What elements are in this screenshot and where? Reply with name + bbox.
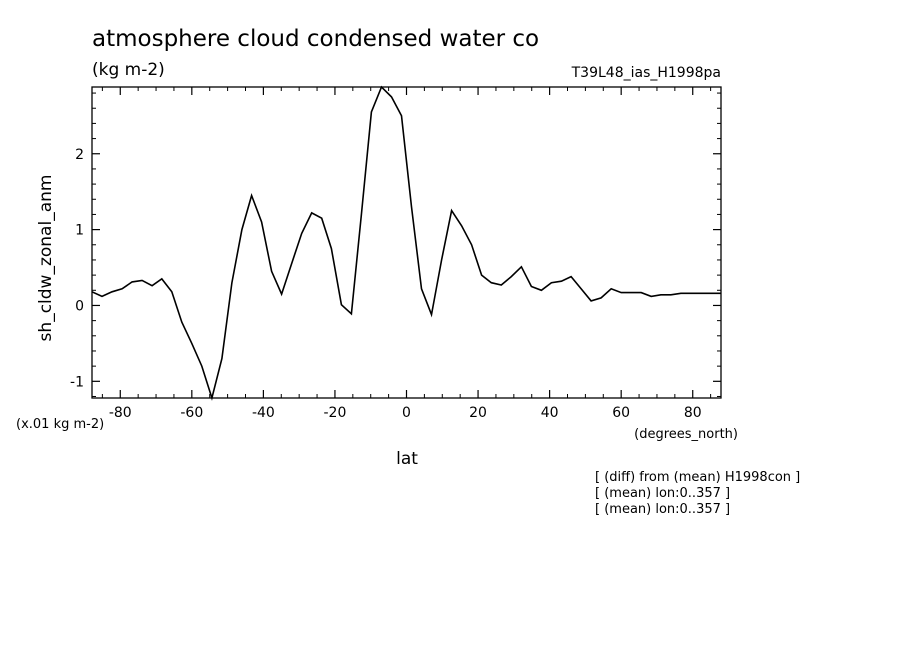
x-tick-labels: -80 -60 -40 -20 0 20 40 60 80	[109, 405, 702, 421]
x-tick-label: 0	[402, 405, 411, 421]
x-tick-label: -60	[180, 405, 203, 421]
axis-ticks	[92, 87, 721, 398]
plot-frame	[91, 86, 722, 399]
annotation-mean-lon-1: [ (mean) lon:0..357 ]	[595, 486, 730, 501]
annotation-diff: [ (diff) from (mean) H1998con ]	[595, 470, 800, 485]
x-tick-label: -20	[324, 405, 347, 421]
x-tick-label: 80	[684, 405, 702, 421]
y-tick-label: -1	[70, 374, 84, 390]
chart-title: atmosphere cloud condensed water co	[92, 26, 539, 52]
x-tick-label: 20	[469, 405, 487, 421]
y-tick-label: 2	[75, 147, 84, 163]
series-line	[91, 85, 721, 401]
chart-units: (kg m-2)	[92, 60, 165, 80]
y-tick-labels: -1 0 1 2	[70, 147, 84, 391]
x-tick-label: 40	[541, 405, 559, 421]
x-units-label: (degrees_north)	[634, 427, 738, 442]
x-axis-label: lat	[396, 449, 418, 469]
x-tick-label: -80	[109, 405, 132, 421]
y-axis-label: sh_cldw_zonal_anm	[36, 175, 56, 342]
run-id-label: T39L48_ias_H1998pa	[571, 65, 721, 81]
annotation-mean-lon-2: [ (mean) lon:0..357 ]	[595, 502, 730, 517]
x-tick-label: -40	[252, 405, 275, 421]
x-tick-label: 60	[612, 405, 630, 421]
y-tick-label: 0	[75, 298, 84, 314]
data-series	[91, 85, 721, 401]
y-tick-label: 1	[75, 223, 84, 239]
scale-note: (x.01 kg m-2)	[16, 417, 104, 432]
